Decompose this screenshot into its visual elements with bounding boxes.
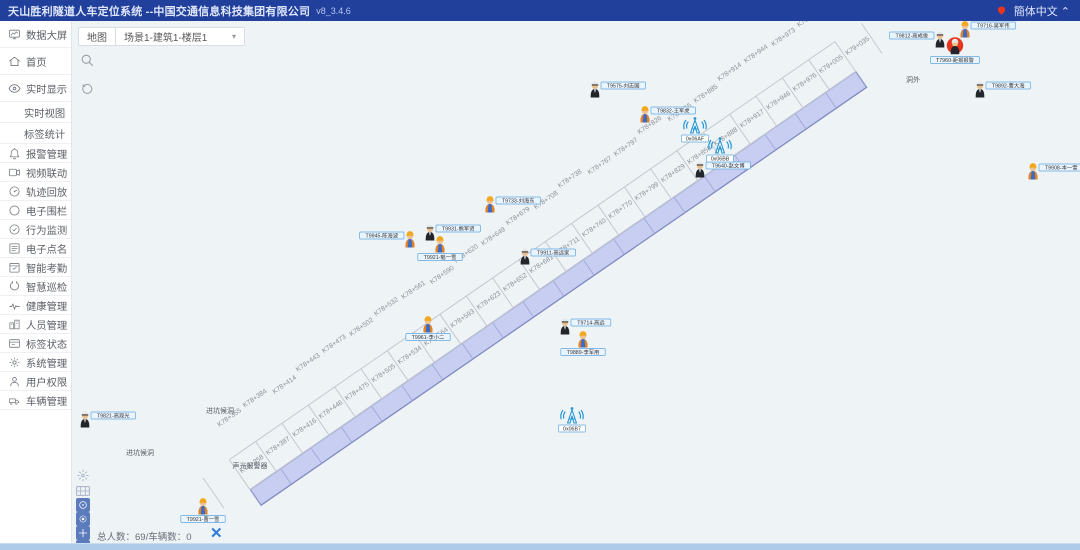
svg-text:K78+738: K78+738	[557, 168, 584, 189]
svg-text:T9921-曹一雪: T9921-曹一雪	[187, 515, 220, 523]
svg-text:K78+740: K78+740	[581, 217, 608, 238]
svg-text:K78+561: K78+561	[400, 280, 427, 301]
svg-text:K78+475: K78+475	[344, 381, 371, 402]
svg-text:T9714-高远: T9714-高远	[577, 318, 605, 326]
svg-text:K78+946: K78+946	[765, 90, 792, 111]
svg-text:K79+005: K79+005	[818, 54, 845, 75]
svg-text:T9931-熊军贤: T9931-熊军贤	[442, 224, 475, 232]
svg-text:K78+976: K78+976	[792, 72, 819, 93]
svg-text:K78+888: K78+888	[713, 126, 740, 147]
svg-text:进坑候洞: 进坑候洞	[126, 448, 154, 457]
svg-text:K78+885: K78+885	[693, 83, 720, 104]
svg-text:K78+679: K78+679	[505, 206, 532, 227]
svg-text:K78+502: K78+502	[348, 317, 375, 338]
svg-text:K78+829: K78+829	[660, 163, 687, 184]
svg-text:K79+035: K79+035	[844, 35, 871, 56]
svg-text:T9911-高远家: T9911-高远家	[537, 248, 570, 256]
svg-text:K78+914: K78+914	[717, 61, 744, 82]
svg-text:K78+384: K78+384	[242, 388, 269, 409]
svg-text:K78+681: K78+681	[528, 254, 555, 275]
svg-text:T9821-高观光: T9821-高观光	[97, 411, 130, 419]
svg-text:K78+505: K78+505	[370, 363, 397, 384]
svg-text:K78+416: K78+416	[291, 417, 318, 438]
svg-text:T9908-本一雪: T9908-本一雪	[1045, 163, 1078, 171]
svg-text:K78+826: K78+826	[637, 115, 664, 136]
svg-text:K78+767: K78+767	[587, 155, 614, 176]
svg-text:声光报警器: 声光报警器	[233, 461, 268, 470]
svg-text:K78+473: K78+473	[321, 333, 348, 354]
svg-text:K78+797: K78+797	[613, 137, 640, 158]
svg-text:K78+414: K78+414	[271, 374, 298, 395]
svg-text:K78+532: K78+532	[373, 296, 400, 317]
svg-text:T9961-李小二: T9961-李小二	[412, 333, 445, 341]
svg-text:0x06BB: 0x06BB	[711, 156, 730, 162]
svg-text:T9716-吴军伟: T9716-吴军伟	[977, 21, 1010, 29]
svg-text:T7960-距报报警: T7960-距报报警	[936, 56, 975, 64]
svg-text:K78+770: K78+770	[607, 199, 634, 220]
svg-text:K78+446: K78+446	[318, 399, 345, 420]
svg-text:K78+799: K78+799	[634, 181, 661, 202]
svg-text:K78+534: K78+534	[397, 345, 424, 366]
svg-text:T9921-魁一雪: T9921-魁一雪	[424, 253, 457, 261]
svg-text:K78+944: K78+944	[743, 43, 770, 64]
svg-text:0x06AF: 0x06AF	[686, 136, 705, 142]
svg-text:0x06B7: 0x06B7	[563, 426, 581, 432]
svg-text:K78+649: K78+649	[480, 226, 507, 247]
svg-text:T9733-刘海东: T9733-刘海东	[502, 196, 535, 204]
svg-text:T9640-赵文博: T9640-赵文博	[712, 161, 745, 169]
svg-text:进坑候洞: 进坑候洞	[206, 406, 234, 415]
svg-text:T9889-李军用: T9889-李军用	[567, 348, 600, 356]
svg-text:T9945-陈海波: T9945-陈海波	[365, 231, 398, 239]
svg-text:T9812-高成俊: T9812-高成俊	[895, 31, 928, 39]
svg-text:K78+443: K78+443	[295, 352, 322, 373]
svg-text:K78+623: K78+623	[476, 290, 503, 311]
svg-text:洞外: 洞外	[906, 75, 920, 84]
svg-text:K78+387: K78+387	[265, 435, 292, 456]
svg-text:T9892-曹大海: T9892-曹大海	[992, 81, 1025, 89]
svg-text:T9832-王军虎: T9832-王军虎	[657, 106, 690, 114]
svg-text:K78+917: K78+917	[739, 108, 766, 129]
svg-text:T9575-刘志国: T9575-刘志国	[607, 81, 640, 89]
svg-text:K78+973: K78+973	[770, 27, 797, 48]
svg-text:K79+003: K79+003	[796, 21, 823, 29]
svg-text:K78+652: K78+652	[502, 272, 529, 293]
svg-text:K78+593: K78+593	[449, 308, 476, 329]
svg-text:K78+590: K78+590	[429, 265, 456, 286]
